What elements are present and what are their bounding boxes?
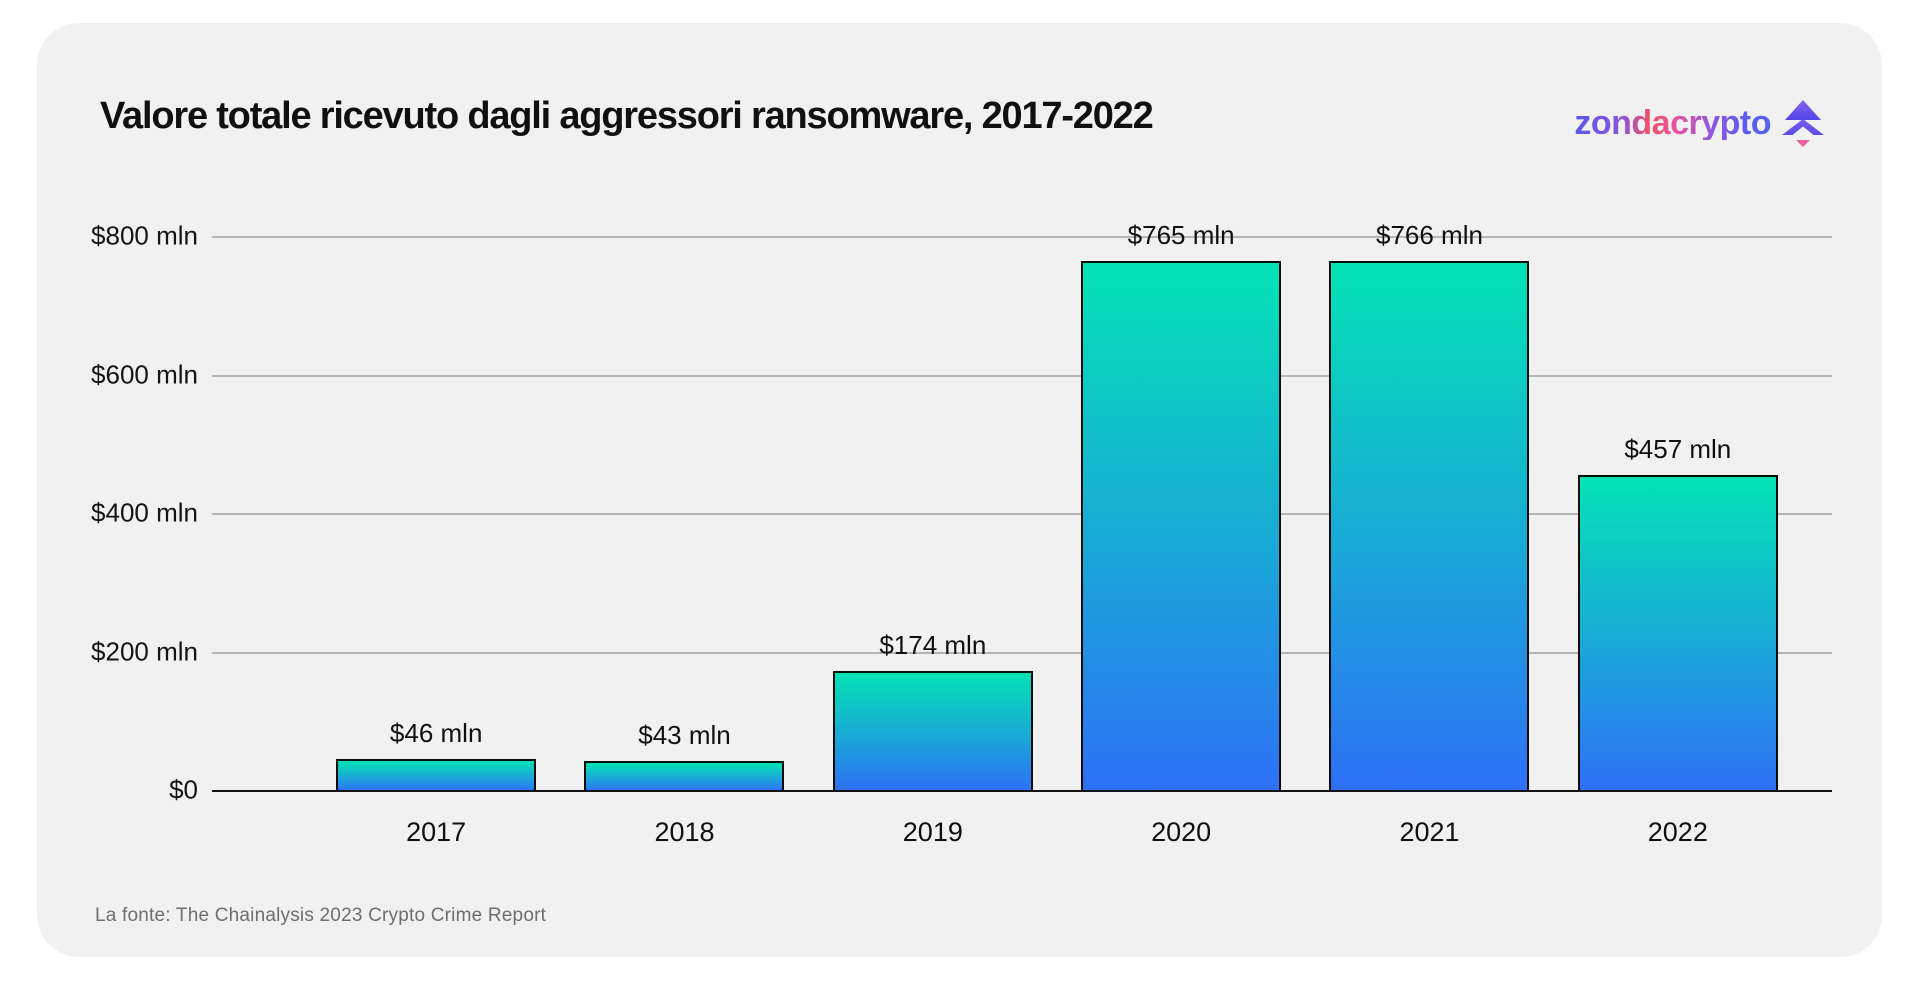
bar-slot-2017: $46 mln [312, 237, 560, 791]
y-tick-label: $600 mln [91, 359, 198, 389]
bar-2017 [336, 759, 537, 791]
bar-2018 [584, 761, 785, 791]
bar-value-label: $46 mln [389, 718, 483, 749]
x-tick-label: 2021 [1399, 817, 1460, 847]
y-tick-label: $400 mln [91, 497, 198, 528]
y-gridline: $600 mln [91, 359, 1832, 389]
bar-value-label: $43 mln [638, 720, 731, 751]
source-note: La fonte: The Chainalysis 2023 Crypto Cr… [95, 905, 547, 926]
y-gridline: $200 mln [91, 636, 1832, 666]
chart-card: Valore totale ricevuto dagli aggressori … [37, 23, 1882, 957]
x-tick-label: 2022 [1647, 817, 1708, 847]
x-axis-labels: 2017 2018 2019 2020 2021 2022 [312, 791, 1802, 848]
bar-slot-2020: $765 mln [1057, 220, 1305, 791]
bar-slot-2022: $457 mln [1554, 237, 1802, 791]
bar-slot-2018: $43 mln [560, 237, 808, 791]
x-tick-label: 2017 [406, 817, 467, 847]
bar-2020 [1081, 261, 1282, 791]
header: Valore totale ricevuto dagli aggressori … [100, 95, 1826, 147]
bar-value-label: $457 mln [1624, 433, 1732, 464]
x-tick-label: 2019 [902, 817, 963, 847]
zondacrypto-wordmark: zondacrypto [1574, 104, 1771, 142]
y-gridline: $800 mln [91, 221, 1832, 251]
bar-2022 [1577, 474, 1778, 791]
zondacrypto-logo: zondacrypto [1574, 99, 1826, 147]
x-axis-line: $0 [169, 775, 1832, 805]
bar-2019 [832, 670, 1033, 791]
x-tick-label: 2018 [654, 817, 715, 847]
chart-title: Valore totale ricevuto dagli aggressori … [100, 95, 1154, 137]
y-gridline: $400 mln [91, 498, 1832, 528]
plot-area: $800 mln $600 mln $400 mln $200 mln $0 $46 m… [91, 220, 1832, 847]
bar-slot-2021: $766 mln [1305, 220, 1553, 791]
x-tick-label: 2020 [1151, 817, 1212, 847]
y-tick-label: $0 [169, 774, 198, 805]
bars-layer: $46 mln $43 mln $174 mln $765 mln $766 mln $4… [312, 220, 1802, 791]
bar-2021 [1329, 260, 1530, 791]
bar-slot-2019: $174 mln [809, 237, 1057, 791]
bar-value-label: $174 mln [879, 629, 987, 660]
tree-arrow-up-icon [1780, 99, 1826, 147]
bar-value-label: $765 mln [1127, 220, 1235, 251]
y-tick-label: $800 mln [91, 220, 198, 251]
bar-value-label: $766 mln [1375, 219, 1483, 250]
y-tick-label: $200 mln [91, 636, 198, 666]
